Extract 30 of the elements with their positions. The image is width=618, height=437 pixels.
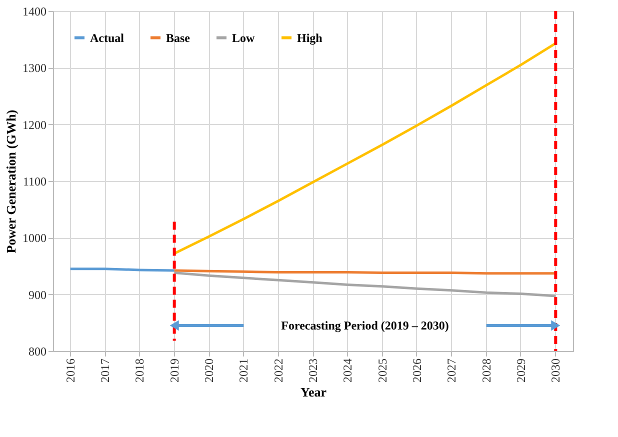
y-tick-label: 1100 xyxy=(22,174,46,188)
legend-label: Actual xyxy=(90,30,125,45)
x-tick-label: 2030 xyxy=(548,358,563,382)
x-tick-label: 2022 xyxy=(271,358,286,382)
line-series xyxy=(173,272,557,298)
legend-label: High xyxy=(297,30,323,45)
y-tick-label: 800 xyxy=(28,344,46,358)
x-tick-label: 2016 xyxy=(63,358,78,382)
x-tick-label: 2028 xyxy=(479,358,494,382)
x-tick-label: 2023 xyxy=(306,358,320,382)
x-tick-label: 2027 xyxy=(444,358,459,382)
x-tick-label: 2021 xyxy=(236,358,251,382)
x-tick-label: 2020 xyxy=(202,358,216,382)
legend-label: Base xyxy=(166,30,191,45)
x-tick-label: 2017 xyxy=(98,358,112,382)
y-tick-label: 1300 xyxy=(22,61,46,76)
x-axis-title: Year xyxy=(300,384,327,400)
annotation: Forecasting Period (2019 – 2030) xyxy=(281,318,449,332)
x-tick-label: 2026 xyxy=(410,358,424,382)
legend-label: Low xyxy=(232,30,256,45)
y-axis-title: Power Generation (GWh) xyxy=(4,110,18,254)
y-tick-label: 1400 xyxy=(22,4,46,18)
x-tick-label: 2025 xyxy=(375,358,390,382)
y-tick-label: 900 xyxy=(28,288,46,302)
x-tick-label: 2018 xyxy=(132,358,147,382)
x-tick-label: 2019 xyxy=(167,358,182,382)
y-tick-label: 1000 xyxy=(22,231,46,246)
y-tick-label: 1200 xyxy=(22,118,46,132)
x-tick-label: 2024 xyxy=(340,358,355,382)
x-tick-label: 2029 xyxy=(514,358,528,382)
